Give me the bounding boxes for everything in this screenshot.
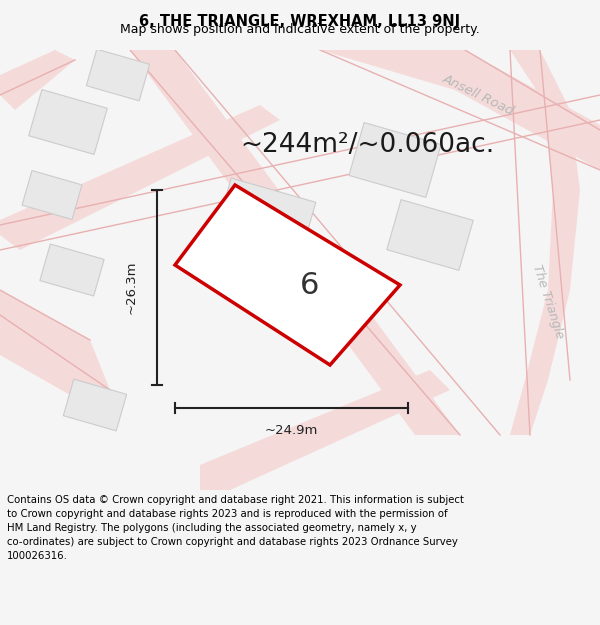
Polygon shape <box>0 290 110 395</box>
Polygon shape <box>64 379 127 431</box>
Text: ~26.3m: ~26.3m <box>125 261 137 314</box>
Polygon shape <box>86 49 149 101</box>
Text: The Triangle: The Triangle <box>530 263 566 341</box>
Polygon shape <box>214 178 316 262</box>
Polygon shape <box>0 50 75 110</box>
Text: 6: 6 <box>301 271 320 299</box>
Polygon shape <box>349 122 441 198</box>
Polygon shape <box>175 185 400 365</box>
Text: Ansell Road: Ansell Road <box>440 72 516 118</box>
Polygon shape <box>259 268 351 342</box>
Polygon shape <box>200 370 450 490</box>
Polygon shape <box>500 50 580 435</box>
Text: Contains OS data © Crown copyright and database right 2021. This information is : Contains OS data © Crown copyright and d… <box>7 496 464 561</box>
Text: ~24.9m: ~24.9m <box>265 424 318 436</box>
Polygon shape <box>40 244 104 296</box>
Text: Map shows position and indicative extent of the property.: Map shows position and indicative extent… <box>120 23 480 36</box>
Polygon shape <box>387 199 473 271</box>
Text: 6, THE TRIANGLE, WREXHAM, LL13 9NJ: 6, THE TRIANGLE, WREXHAM, LL13 9NJ <box>139 14 461 29</box>
Polygon shape <box>29 89 107 154</box>
Polygon shape <box>22 171 82 219</box>
Polygon shape <box>130 50 460 435</box>
Text: ~244m²/~0.060ac.: ~244m²/~0.060ac. <box>240 132 494 158</box>
Polygon shape <box>0 105 280 250</box>
Polygon shape <box>320 50 600 170</box>
